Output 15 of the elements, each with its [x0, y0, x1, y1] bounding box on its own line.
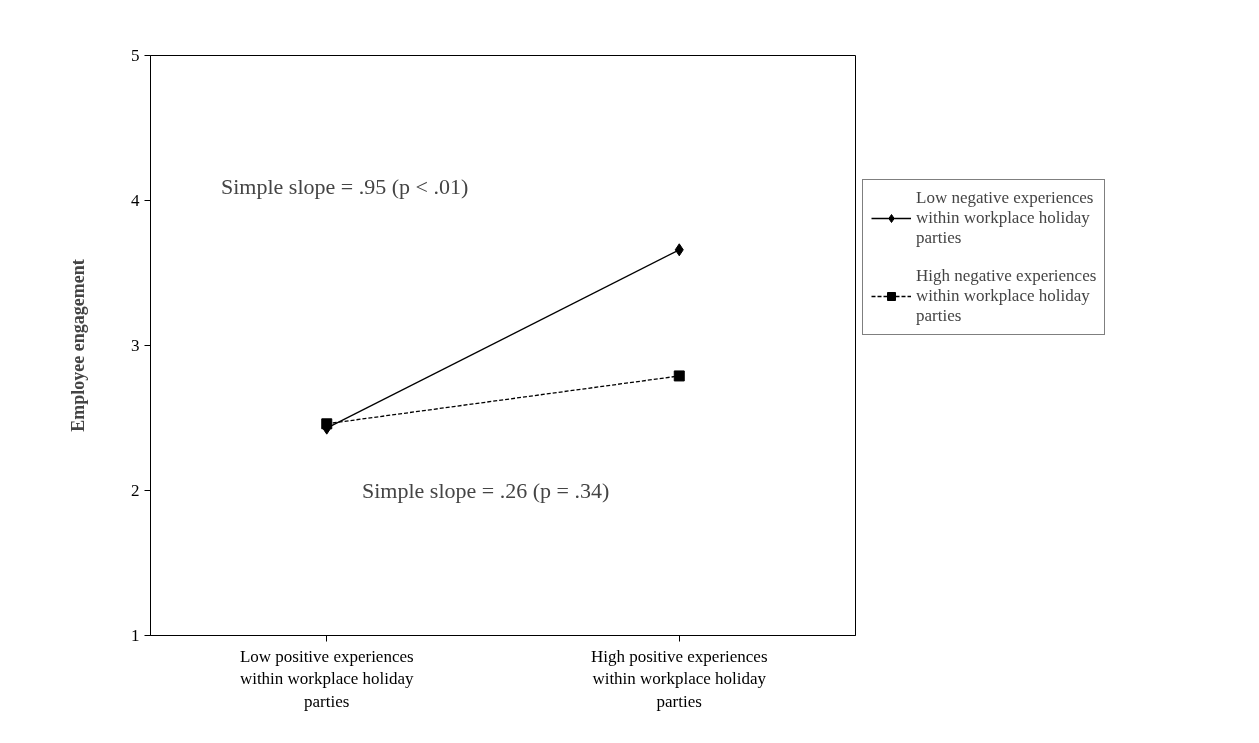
- y-tick-label: 2: [131, 481, 140, 500]
- y-tick-label: 4: [131, 191, 140, 210]
- y-axis-title: Employee engagement: [68, 259, 88, 432]
- legend-label: High negative experiences within workplace holiday parties: [916, 266, 1097, 326]
- y-tick-label: 3: [131, 336, 140, 355]
- annotation: Simple slope = .95 (p < .01): [221, 173, 469, 199]
- point: [321, 418, 333, 430]
- x-tick-label: Low positive experiences within workplace holiday parties: [239, 646, 415, 712]
- legend-label: Low negative experiences within workplace holiday parties: [916, 188, 1094, 248]
- annotation: Simple slope = .26 (p = .34): [362, 478, 610, 503]
- point: [673, 370, 685, 382]
- y-tick-label: 5: [131, 46, 140, 65]
- point: [674, 243, 684, 257]
- x-tick-label: High positive experiences within workplace holiday parties: [590, 646, 768, 712]
- y-tick-label: 1: [131, 626, 140, 645]
